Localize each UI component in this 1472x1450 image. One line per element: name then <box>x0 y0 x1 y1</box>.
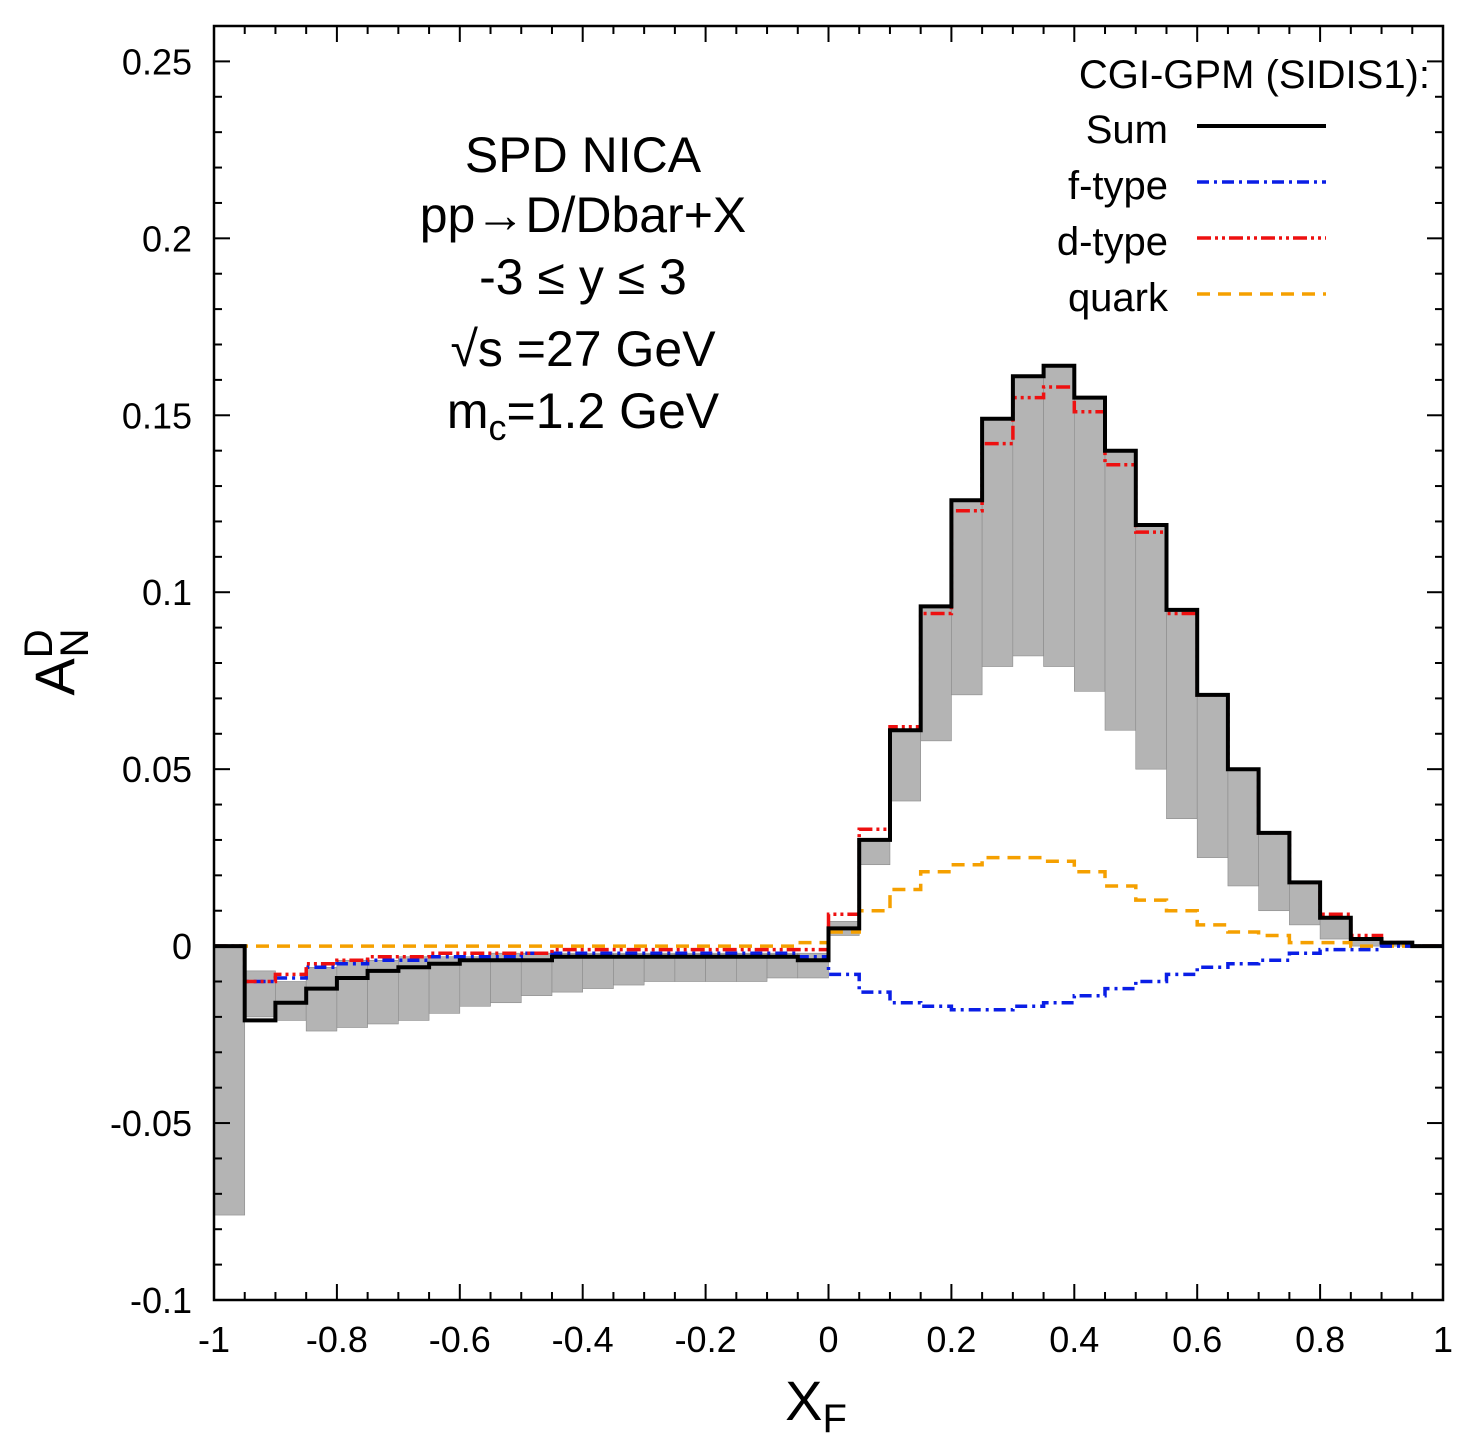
x-tick-label: 0.2 <box>926 1319 976 1360</box>
legend-label: d-type <box>1057 220 1168 264</box>
x-tick-label: 0 <box>818 1319 838 1360</box>
x-tick-label: -0.4 <box>552 1319 614 1360</box>
legend-title: CGI-GPM (SIDIS1): <box>1079 53 1430 97</box>
band-bar <box>1012 376 1044 657</box>
y-tick-label: 0.05 <box>122 749 192 790</box>
x-tick-label: -0.2 <box>675 1319 737 1360</box>
y-tick-labels: -0.1 -0.05 0 0.05 0.1 0.15 0.2 0.25 <box>110 41 192 1321</box>
mass-prefix: m <box>447 383 489 439</box>
y-axis-title-sub: N <box>53 628 97 657</box>
band-bar <box>1196 694 1229 858</box>
band-bar <box>459 956 491 1007</box>
band-bar <box>336 959 368 1028</box>
legend-label: f-type <box>1068 164 1168 208</box>
series-line-f-type <box>214 944 1443 1012</box>
axis-ticks <box>213 25 1444 1301</box>
band-bar <box>858 839 891 866</box>
annotation-line: mc=1.2 GeV <box>447 383 720 448</box>
mass-suffix: =1.2 GeV <box>507 383 720 439</box>
series-lines <box>214 363 1443 1023</box>
legend: CGI-GPM (SIDIS1): Sum f-type d-type quar… <box>1057 53 1430 320</box>
annotation-line: pp→D/Dbar+X <box>420 187 747 243</box>
y-axis-title-sup: D <box>17 629 61 658</box>
band-bar <box>920 606 952 742</box>
legend-label: quark <box>1068 276 1169 320</box>
band-bar <box>244 970 276 1018</box>
y-tick-label: 0.1 <box>142 572 192 613</box>
annotation-line: √s =27 GeV <box>450 321 716 377</box>
x-tick-label: -0.6 <box>429 1319 491 1360</box>
band-bar <box>305 967 338 1032</box>
y-tick-label: 0.25 <box>122 41 192 82</box>
series-line-d-type <box>214 385 1443 984</box>
y-axis-title: ADN <box>17 628 97 695</box>
x-tick-label: 0.8 <box>1295 1319 1345 1360</box>
band-bar <box>981 418 1014 667</box>
annotation-line: SPD NICA <box>465 127 702 183</box>
band-bar <box>1227 768 1259 887</box>
x-tick-label: 0.4 <box>1049 1319 1099 1360</box>
x-tick-label: -1 <box>198 1319 230 1360</box>
band-bar <box>951 499 983 696</box>
x-tick-labels: -1 -0.8 -0.6 -0.4 -0.2 0 0.2 0.4 0.6 0.8 1 <box>198 1319 1453 1360</box>
uncertainty-band <box>213 365 1413 1216</box>
y-tick-label: 0.15 <box>122 395 192 436</box>
band-bar <box>1166 609 1198 820</box>
annotation-line: -3 ≤ y ≤ 3 <box>479 249 687 305</box>
band-bar <box>1104 450 1137 731</box>
band-bar <box>1258 832 1290 912</box>
y-axis-title-main: A <box>23 658 86 696</box>
x-axis-title-main: X <box>785 1369 822 1432</box>
band-bar <box>582 952 614 989</box>
band-bar <box>1289 882 1321 926</box>
x-tick-label: -0.8 <box>306 1319 368 1360</box>
x-axis-title-sub: F <box>822 1397 846 1441</box>
plot-frame <box>212 24 1445 1302</box>
band-bar <box>1043 365 1075 667</box>
x-tick-label: 1 <box>1433 1319 1453 1360</box>
x-tick-label: 0.6 <box>1172 1319 1222 1360</box>
band-bar <box>889 729 921 802</box>
band-bar <box>213 945 246 1216</box>
plot-annotation: SPD NICA pp→D/Dbar+X -3 ≤ y ≤ 3 √s =27 G… <box>420 127 747 448</box>
series-line-sum <box>214 363 1443 1023</box>
x-axis-title: XF <box>785 1369 847 1441</box>
y-tick-label: 0 <box>172 926 192 967</box>
band-bar <box>428 956 461 1014</box>
mass-subscript: c <box>489 407 507 448</box>
band-bar <box>1319 917 1352 940</box>
y-tick-label: 0.2 <box>142 218 192 259</box>
legend-label: Sum <box>1086 108 1168 152</box>
band-bar <box>1074 397 1106 692</box>
y-tick-label: -0.05 <box>110 1103 192 1144</box>
band-bar <box>551 952 583 993</box>
y-tick-label: -0.1 <box>130 1280 192 1321</box>
band-bar <box>1135 524 1167 770</box>
